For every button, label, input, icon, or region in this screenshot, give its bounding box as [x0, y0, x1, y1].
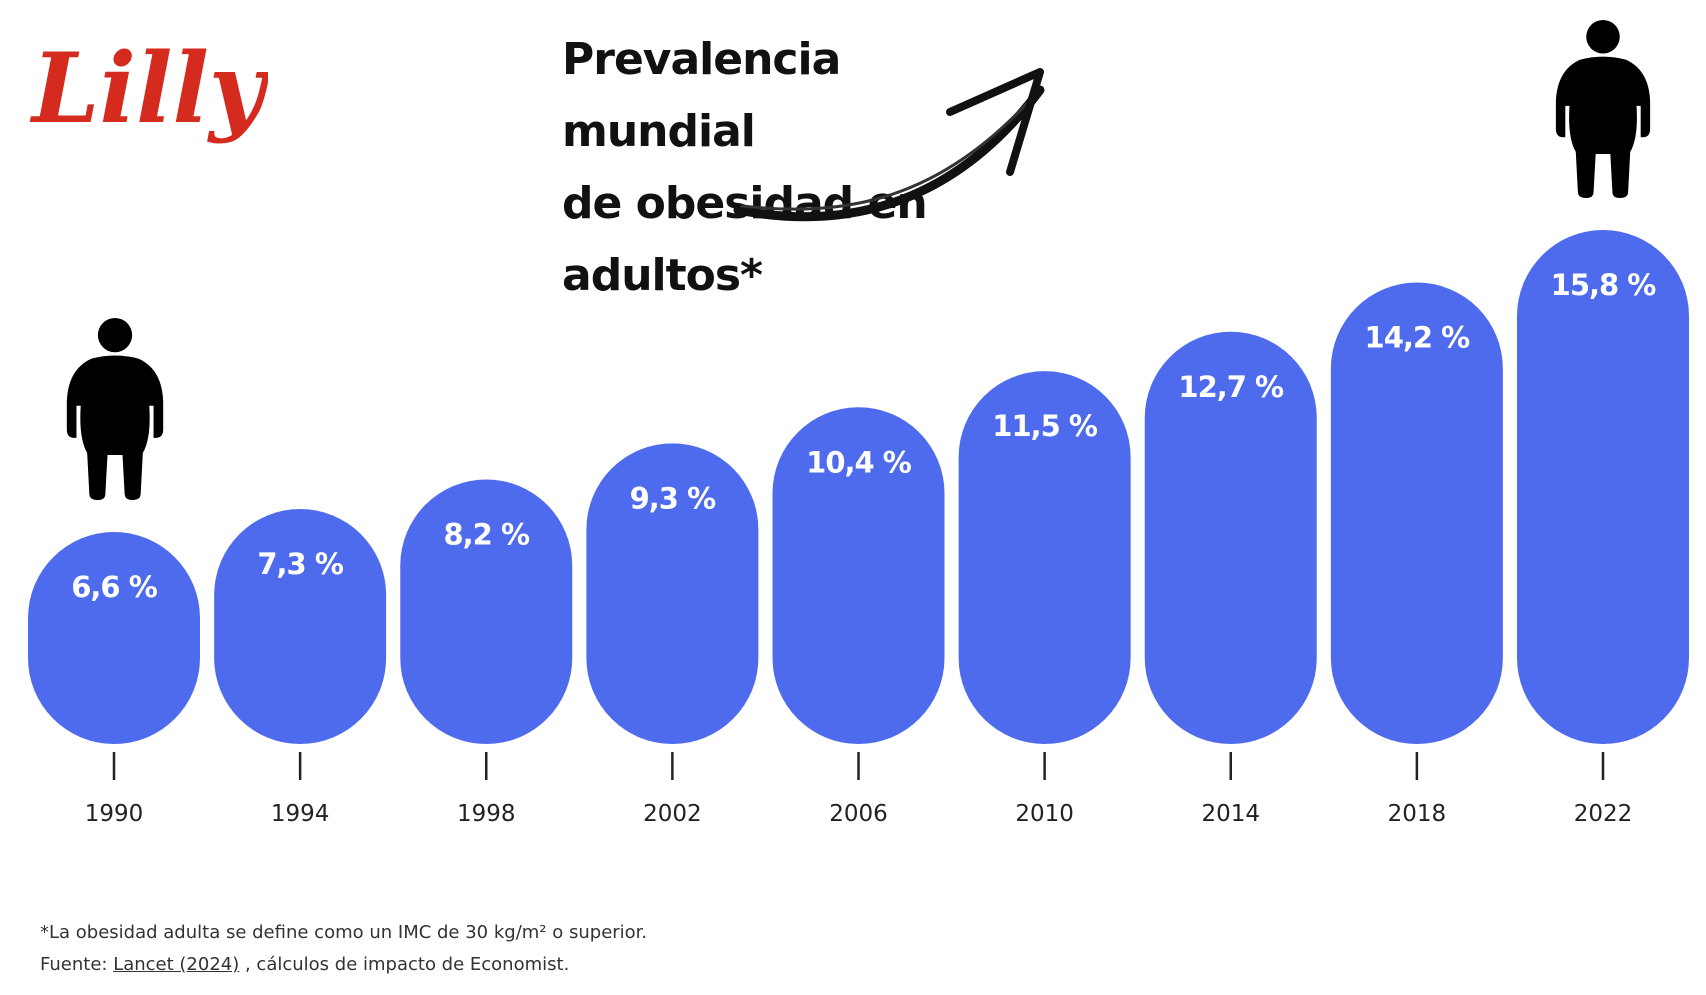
data-label: 15,8 %: [1551, 268, 1657, 302]
x-tick-label: 2022: [1574, 801, 1633, 827]
bar-2022: [1517, 230, 1689, 744]
x-tick-label: 2014: [1201, 801, 1260, 827]
bar-2010: [958, 371, 1131, 744]
chart-title: Prevalencia mundial de obesidad en adult…: [562, 24, 1022, 312]
data-label: 8,2 %: [443, 517, 529, 551]
data-label: 12,7 %: [1178, 370, 1284, 404]
bar-1998: [400, 479, 573, 744]
x-tick-label: 2010: [1015, 801, 1074, 827]
person-icon: [66, 318, 164, 500]
source-prefix: Fuente:: [40, 954, 114, 975]
person-icon: [1555, 20, 1651, 198]
lilly-logo: Lilly: [29, 32, 268, 145]
data-label: 11,5 %: [992, 409, 1098, 443]
x-tick-label: 1994: [271, 801, 330, 827]
data-label: 10,4 %: [806, 445, 912, 479]
footnote-definition: *La obesidad adulta se define como un IM…: [40, 922, 648, 943]
bar-2006: [772, 407, 945, 744]
bar-1994: [214, 509, 387, 744]
svg-text:Lilly: Lilly: [29, 32, 268, 145]
bar-2002: [586, 443, 759, 744]
x-tick-label: 2002: [643, 801, 702, 827]
data-label: 7,3 %: [257, 547, 343, 581]
footnote-source: Fuente: Lancet (2024) , cálculos de impa…: [40, 950, 569, 980]
x-tick-label: 2006: [829, 801, 888, 827]
data-label: 14,2 %: [1365, 321, 1471, 355]
data-label: 9,3 %: [630, 481, 716, 515]
x-tick-label: 1990: [85, 801, 144, 827]
bar-1990: [28, 532, 200, 744]
data-label: 6,6 %: [71, 570, 157, 604]
chart-title-line: Prevalencia mundial: [562, 34, 841, 157]
chart-title-line: adultos*: [562, 250, 763, 301]
bar-2014: [1144, 331, 1317, 744]
chart-title-line: de obesidad en: [562, 178, 928, 229]
x-tick-label: 2018: [1388, 801, 1447, 827]
bar-2018: [1330, 282, 1503, 744]
x-tick-label: 1998: [457, 801, 516, 827]
source-suffix: , cálculos de impacto de Economist.: [239, 954, 570, 975]
arrow-up-right-icon: [733, 68, 1045, 222]
source-link[interactable]: Lancet (2024): [113, 954, 240, 975]
